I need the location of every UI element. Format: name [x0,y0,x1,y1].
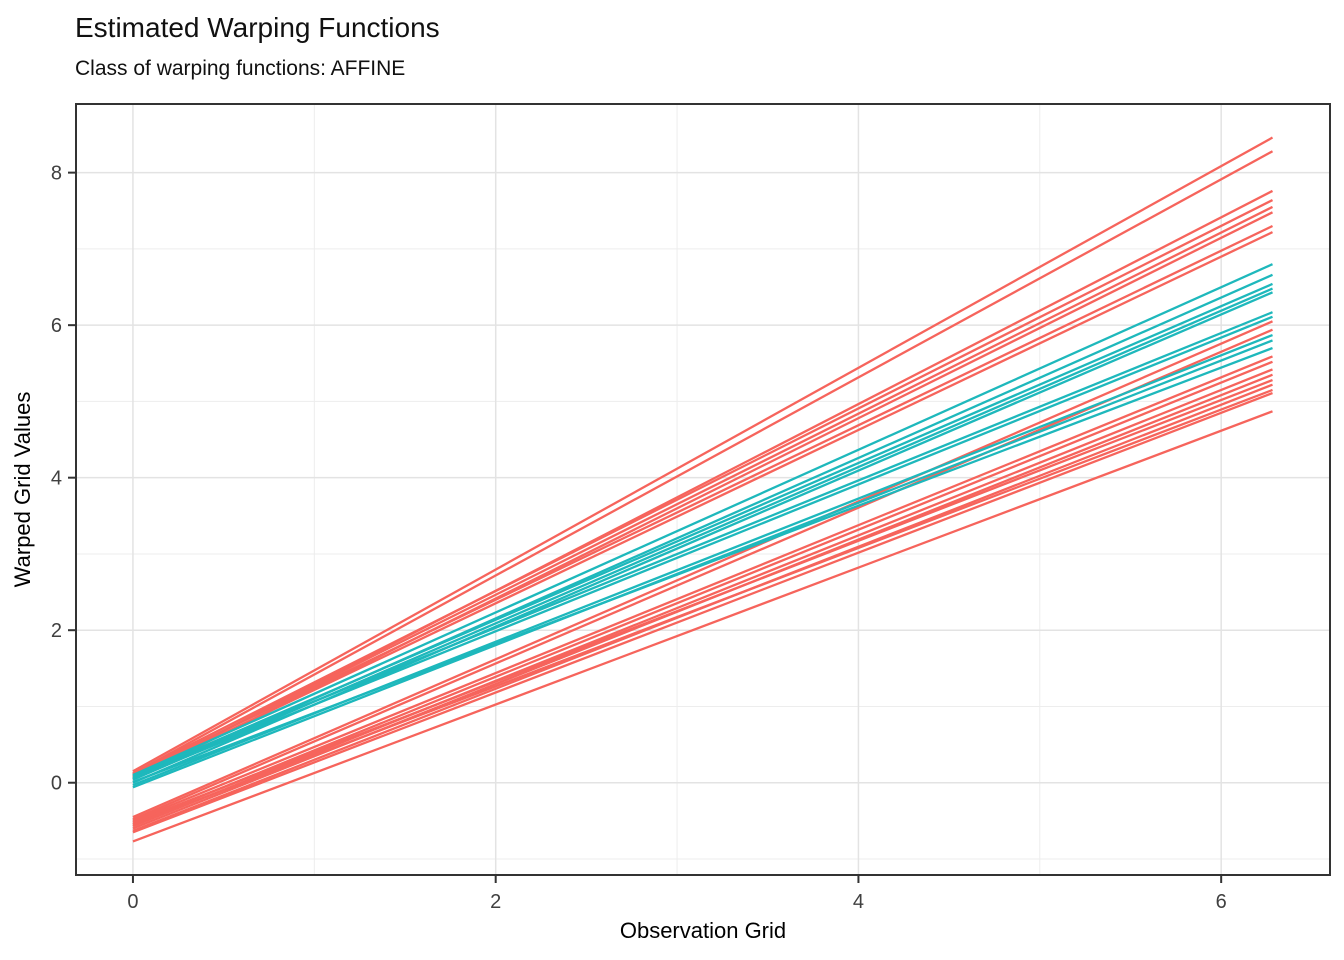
warping-line-red [132,388,1273,826]
warping-line-red [132,199,1274,775]
warping-line-red [132,205,1274,777]
warping-line-teal [132,315,1273,780]
warping-line-red [132,211,1274,780]
warping-line-red [132,355,1273,822]
x-axis-title: Observation Grid [620,918,786,943]
warping-line-red [132,320,1273,819]
y-tick-label: 0 [51,773,62,795]
y-tick-label: 6 [51,315,62,337]
warping-line-teal [132,311,1273,777]
warping-line-red [132,231,1274,778]
warping-line-teal [132,263,1273,777]
warping-line-red [132,378,1273,824]
warping-line-red [132,328,1273,821]
x-tick-label: 2 [490,891,501,913]
chart-subtitle: Class of warping functions: AFFINE [75,57,406,80]
chart-title: Estimated Warping Functions [75,12,440,43]
warping-line-red [132,391,1273,834]
panel-border [75,103,1331,876]
panel-background [76,104,1330,875]
warping-line-teal [132,282,1273,778]
warping-line-red [132,360,1273,825]
warping-line-red [132,224,1274,776]
x-tick-label: 4 [853,891,864,913]
warping-line-red [132,150,1274,775]
warping-line-red [132,136,1274,773]
y-tick-label: 4 [51,468,62,490]
warping-line-red [132,410,1273,843]
x-tick-label: 6 [1216,891,1227,913]
y-tick-label: 2 [51,620,62,642]
warping-line-red [132,368,1273,828]
x-tick-label: 0 [127,891,138,913]
warping-line-teal [132,346,1273,784]
y-axis-title: Warped Grid Values [10,392,35,588]
warping-line-red [132,189,1274,779]
y-tick-label: 8 [51,163,62,185]
